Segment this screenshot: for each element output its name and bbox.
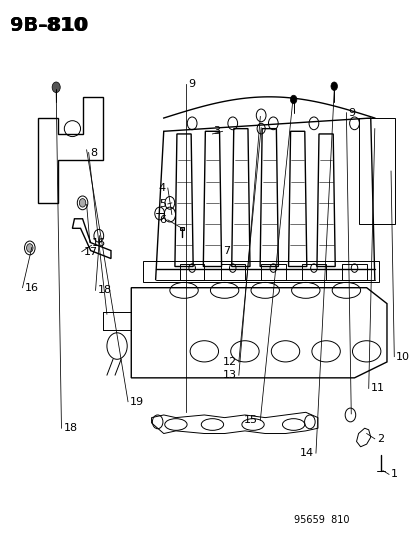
Circle shape xyxy=(26,244,33,252)
Text: 9: 9 xyxy=(348,108,355,118)
Text: 9B-810: 9B-810 xyxy=(9,16,86,35)
Text: 8: 8 xyxy=(90,148,97,158)
Text: 4: 4 xyxy=(158,183,165,193)
Text: 14: 14 xyxy=(299,448,313,458)
Circle shape xyxy=(290,95,296,104)
Circle shape xyxy=(79,199,85,207)
Text: 11: 11 xyxy=(370,383,384,393)
Text: 10: 10 xyxy=(395,352,409,361)
Circle shape xyxy=(330,82,337,91)
Text: 13: 13 xyxy=(222,370,236,380)
Text: 6: 6 xyxy=(159,215,165,225)
Text: 19: 19 xyxy=(130,397,144,407)
Text: 17: 17 xyxy=(83,247,97,257)
Text: 18: 18 xyxy=(97,285,112,295)
Text: 18: 18 xyxy=(63,423,77,433)
Text: 5: 5 xyxy=(159,199,165,209)
Circle shape xyxy=(52,82,60,93)
Text: 9: 9 xyxy=(188,78,195,88)
Text: 3: 3 xyxy=(213,126,220,136)
Text: 9B–810: 9B–810 xyxy=(9,16,88,35)
Polygon shape xyxy=(180,227,184,230)
Text: 95659  810: 95659 810 xyxy=(293,515,348,525)
Text: 2: 2 xyxy=(376,434,383,444)
Text: 1: 1 xyxy=(390,470,397,479)
Text: 12: 12 xyxy=(222,357,236,367)
Text: 7: 7 xyxy=(222,246,229,256)
Text: 16: 16 xyxy=(24,282,38,293)
Text: 16: 16 xyxy=(92,238,106,248)
Text: 15: 15 xyxy=(244,415,258,425)
